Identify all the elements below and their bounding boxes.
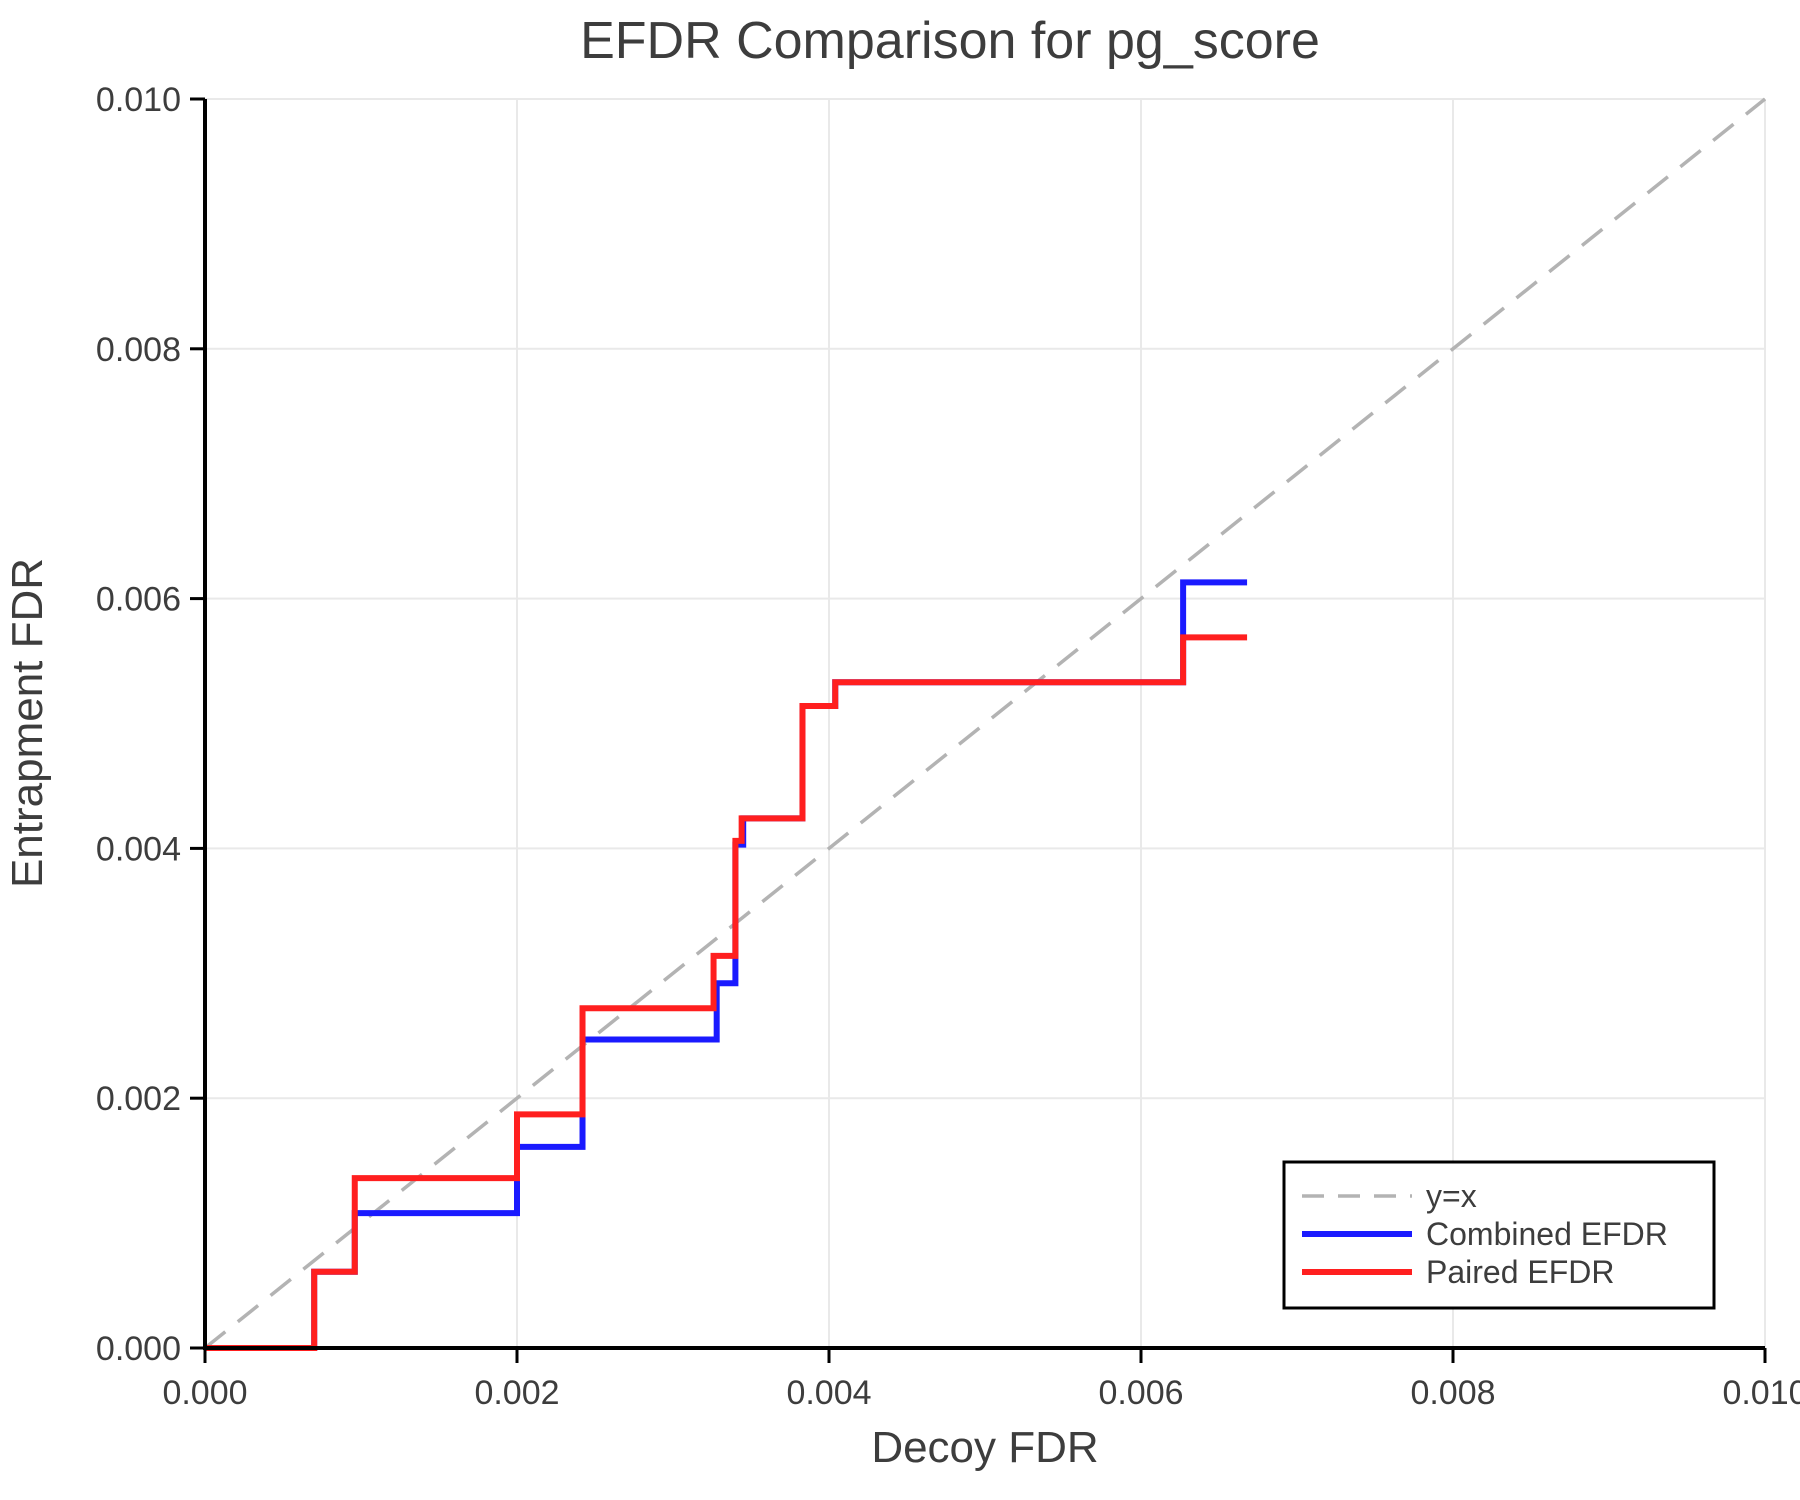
step-line-combined-efdr	[205, 579, 1248, 1351]
data-series	[205, 579, 1248, 1351]
gridlines	[205, 98, 1766, 1348]
x-tick-label: 0.004	[786, 1374, 871, 1412]
x-axis-label: Decoy FDR	[871, 1423, 1098, 1472]
x-tick-label: 0.000	[162, 1374, 247, 1412]
legend-label-combined-efdr: Combined EFDR	[1426, 1216, 1668, 1252]
y-tick-label: 0.000	[96, 1330, 181, 1368]
y-tick-label: 0.010	[96, 81, 181, 119]
y-tick-label: 0.002	[96, 1080, 181, 1118]
y-axis-label: Entrapment FDR	[3, 558, 52, 888]
chart-title: EFDR Comparison for pg_score	[580, 12, 1320, 70]
tick-marks: 0.000 0.002 0.004 0.006 0.008 0.010 0.000 0.002…	[96, 81, 1800, 1412]
step-line-paired-efdr	[205, 634, 1248, 1351]
y-tick-label: 0.006	[96, 581, 181, 619]
x-tick-label: 0.006	[1098, 1374, 1183, 1412]
x-tick-label: 0.008	[1410, 1374, 1495, 1412]
legend-label-y-x: y=x	[1426, 1178, 1477, 1214]
axes	[203, 99, 1765, 1350]
y-tick-label: 0.008	[96, 331, 181, 369]
y-tick-label: 0.004	[96, 830, 181, 868]
legend-label-paired-efdr: Paired EFDR	[1426, 1254, 1615, 1290]
x-tick-label: 0.002	[474, 1374, 559, 1412]
x-tick-label: 0.010	[1722, 1374, 1800, 1412]
